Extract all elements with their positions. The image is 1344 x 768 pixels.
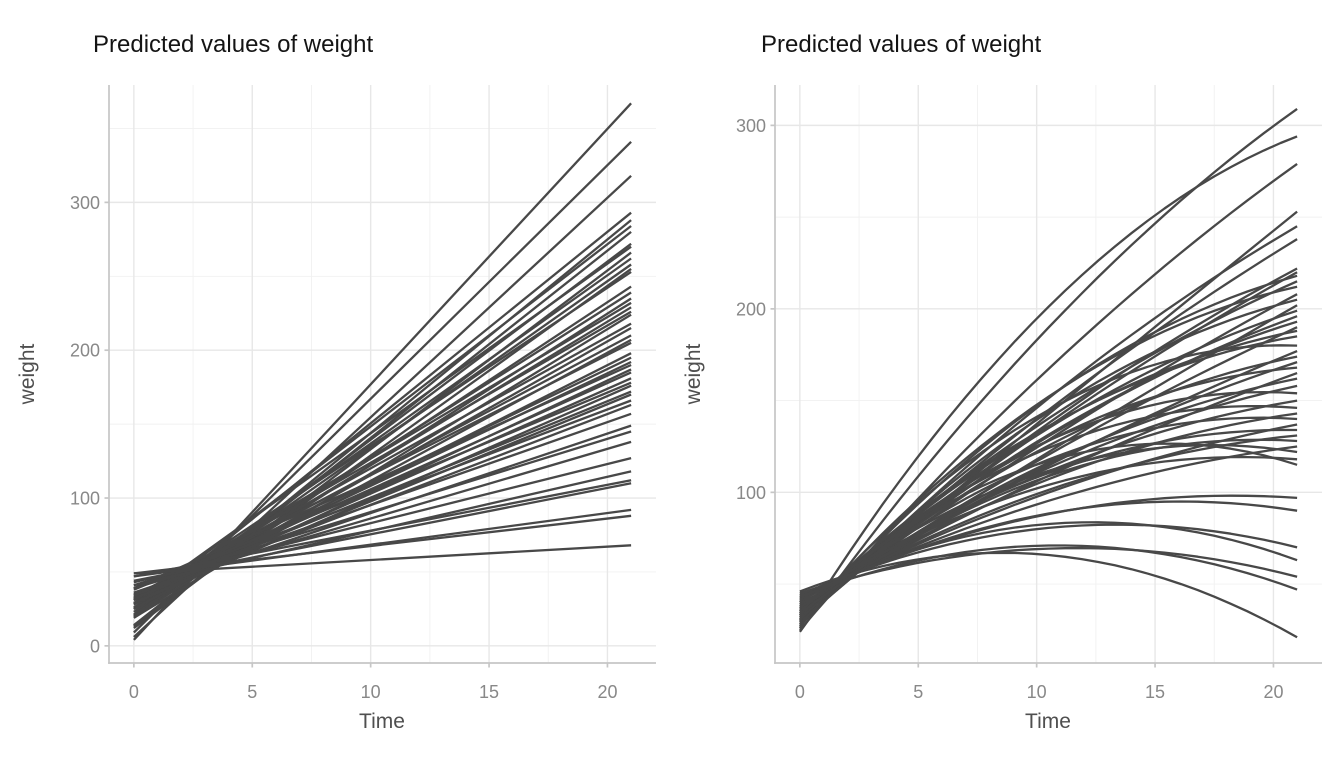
left-chart: 0 5 10 15 20 0 100 200 300 Predicted values of w… xyxy=(16,31,656,733)
prediction-line xyxy=(133,399,632,590)
chart-title: Predicted values of weight xyxy=(761,31,1041,58)
prediction-line xyxy=(133,508,632,578)
x-tick-label: 10 xyxy=(1027,682,1047,702)
prediction-line xyxy=(133,456,632,584)
x-tick-label: 5 xyxy=(247,682,257,702)
right-chart: 0 5 10 15 20 100 200 300 Predicted values of we… xyxy=(672,0,1344,768)
prediction-line xyxy=(133,363,632,590)
prediction-line xyxy=(133,514,632,575)
prediction-line xyxy=(798,135,1298,629)
prediction-line xyxy=(799,445,1298,600)
prediction-line xyxy=(799,438,1298,615)
prediction-line xyxy=(799,412,1298,608)
prediction-line xyxy=(133,245,632,604)
prediction-line xyxy=(799,455,1298,604)
prediction-line xyxy=(799,544,1298,598)
y-tick-label: 300 xyxy=(736,116,766,136)
prediction-line xyxy=(799,344,1298,622)
chart-title: Predicted values of weight xyxy=(93,31,373,58)
right-chart-svg: 0 5 10 15 20 100 200 300 Predicted values of we… xyxy=(682,31,1322,733)
prediction-line xyxy=(133,479,632,578)
y-axis-title: weight xyxy=(16,343,39,405)
y-tick-label: 200 xyxy=(70,341,100,361)
prediction-line xyxy=(133,544,632,575)
x-tick-label: 15 xyxy=(479,682,499,702)
prediction-lines-layer xyxy=(133,102,632,641)
y-tick-label: 100 xyxy=(736,483,766,503)
prediction-line xyxy=(799,442,1298,613)
prediction-line xyxy=(799,443,1298,609)
prediction-line xyxy=(799,523,1298,597)
x-tick-label: 20 xyxy=(597,682,617,702)
prediction-line xyxy=(133,341,632,597)
y-tick-label: 300 xyxy=(70,193,100,213)
prediction-line xyxy=(133,270,632,606)
prediction-line xyxy=(133,225,632,610)
y-tick-label: 0 xyxy=(90,636,100,656)
prediction-line xyxy=(799,551,1298,639)
x-tick-label: 0 xyxy=(129,682,139,702)
y-tick-label: 200 xyxy=(736,299,766,319)
tick-label-layer: 0 5 10 15 20 100 200 300 xyxy=(736,116,1284,702)
prediction-line xyxy=(798,107,1298,633)
x-tick-label: 5 xyxy=(913,682,923,702)
x-axis-title: Time xyxy=(359,710,405,733)
x-tick-label: 0 xyxy=(795,682,805,702)
prediction-line xyxy=(799,335,1298,615)
axis-layer xyxy=(104,85,656,668)
y-tick-label: 100 xyxy=(70,489,100,509)
axis-layer xyxy=(770,85,1322,668)
x-tick-label: 20 xyxy=(1263,682,1283,702)
prediction-line xyxy=(799,521,1298,600)
prediction-lines-layer xyxy=(798,107,1298,639)
x-tick-label: 10 xyxy=(361,682,381,702)
prediction-line xyxy=(133,381,632,591)
y-axis-title: weight xyxy=(682,343,705,405)
x-tick-label: 15 xyxy=(1145,682,1165,702)
prediction-line xyxy=(799,416,1298,617)
x-axis-title: Time xyxy=(1025,710,1071,733)
